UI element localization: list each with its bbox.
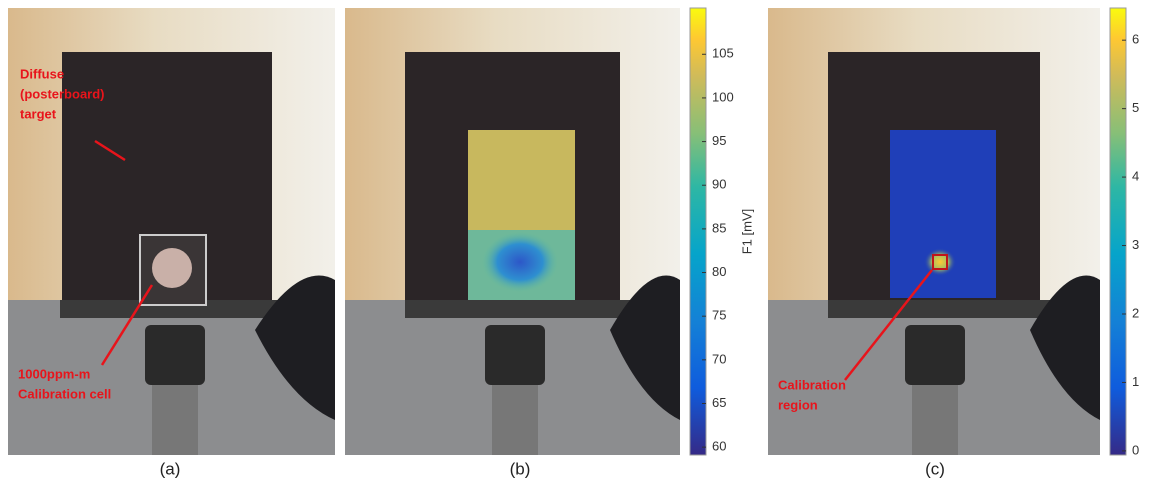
tick-label: 60 xyxy=(712,439,726,454)
annotation: Calibration xyxy=(778,377,846,392)
colorbar xyxy=(1109,7,1127,456)
tick-label: 5 xyxy=(1132,100,1139,115)
annotation: Calibration cell xyxy=(18,386,111,401)
tick-label: 0 xyxy=(1132,442,1139,457)
tick-label: 75 xyxy=(712,308,726,323)
photo-a xyxy=(8,8,335,455)
tick-label: 105 xyxy=(712,46,734,61)
tick-label: 1 xyxy=(1132,374,1139,389)
tick-label: 6 xyxy=(1132,32,1139,47)
photo-b xyxy=(345,8,680,455)
colorbar xyxy=(689,7,707,456)
arrow xyxy=(844,269,933,381)
colorbar-label: F1 [mV] xyxy=(739,209,754,255)
caption: (c) xyxy=(925,459,945,478)
annotation: target xyxy=(20,106,57,121)
tick-label: 2 xyxy=(1132,305,1139,320)
annotation: (posterboard) xyxy=(20,86,105,101)
tick-label: 85 xyxy=(712,220,726,235)
annotation: Diffuse xyxy=(20,66,64,81)
caption: (a) xyxy=(160,459,181,478)
annotation: region xyxy=(778,397,818,412)
tick-label: 80 xyxy=(712,264,726,279)
tick-label: 65 xyxy=(712,395,726,410)
arrow xyxy=(100,284,154,366)
tick-label: 70 xyxy=(712,351,726,366)
tick-label: 90 xyxy=(712,177,726,192)
annotation: 1000ppm-m xyxy=(18,366,90,381)
tick-label: 100 xyxy=(712,89,734,104)
arrow xyxy=(94,139,126,162)
caption: (b) xyxy=(510,459,531,478)
tick-label: 95 xyxy=(712,133,726,148)
photo-c xyxy=(768,8,1100,455)
tick-label: 4 xyxy=(1132,169,1139,184)
tick-label: 3 xyxy=(1132,237,1139,252)
